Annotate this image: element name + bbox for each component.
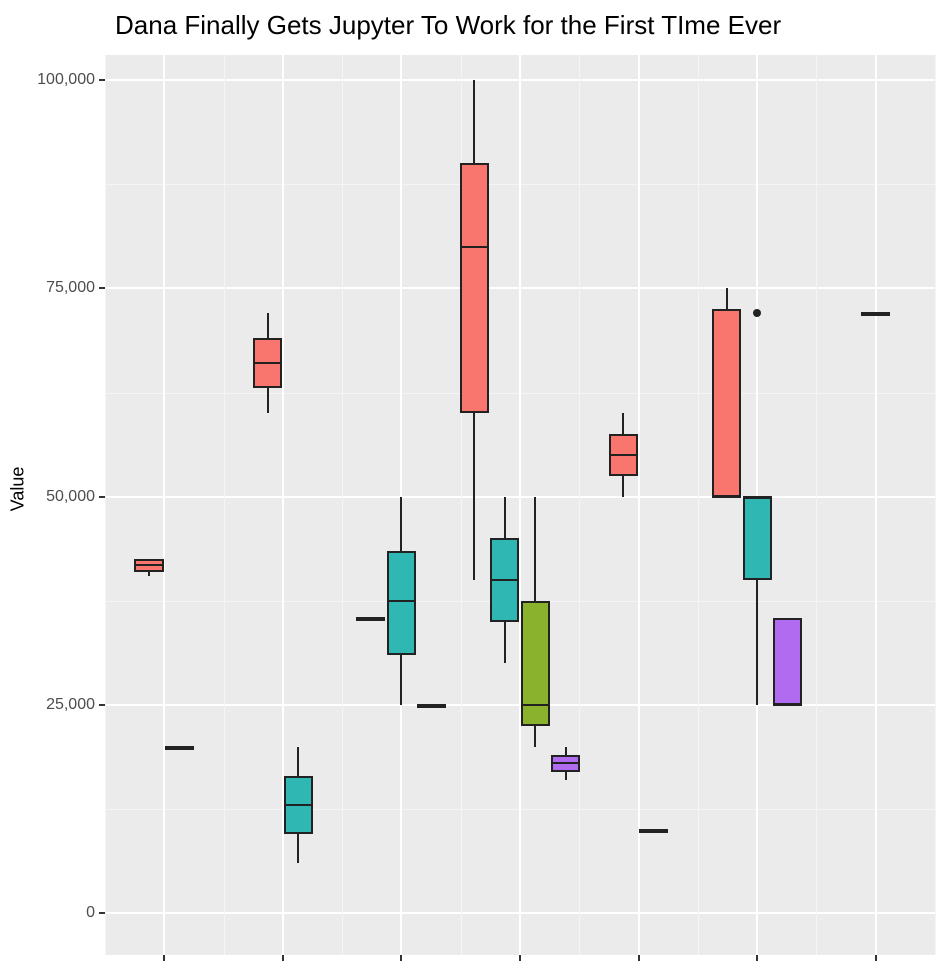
boxplot-box — [609, 55, 638, 955]
boxplot-box — [284, 55, 313, 955]
ytick-label: 25,000 — [46, 696, 105, 714]
vgridline-minor — [224, 55, 225, 955]
median-line — [253, 362, 282, 364]
boxplot-box — [417, 55, 446, 955]
median-line — [284, 804, 313, 806]
boxplot-box — [387, 55, 416, 955]
box-rect — [773, 618, 802, 706]
xtick-mark — [638, 955, 640, 961]
vgridline-minor — [816, 55, 817, 955]
boxplot-box — [253, 55, 282, 955]
xtick-mark — [282, 955, 284, 961]
vgridline-minor — [105, 55, 106, 955]
boxplot-box — [743, 55, 772, 955]
median-line — [609, 454, 638, 456]
boxplot-box — [639, 55, 668, 955]
vgridline-minor — [698, 55, 699, 955]
median-line — [460, 246, 489, 248]
box-rect — [387, 551, 416, 655]
median-line — [165, 746, 194, 748]
xtick-mark — [875, 955, 877, 961]
boxplot-box — [521, 55, 550, 955]
boxplot-box — [490, 55, 519, 955]
median-line — [639, 829, 668, 831]
y-axis-label: Value — [8, 466, 29, 511]
xtick-mark — [163, 955, 165, 961]
box-rect — [712, 309, 741, 497]
boxplot-box — [460, 55, 489, 955]
median-line — [743, 496, 772, 498]
median-line — [134, 564, 163, 566]
boxplot-box — [134, 55, 163, 955]
ytick-label: 100,000 — [37, 71, 105, 89]
median-line — [387, 600, 416, 602]
chart-container: Dana Finally Gets Jupyter To Work for th… — [0, 0, 945, 977]
xtick-mark — [519, 955, 521, 961]
outlier-point — [753, 309, 761, 317]
vgridline-minor — [935, 55, 936, 955]
median-line — [521, 704, 550, 706]
boxplot-box — [551, 55, 580, 955]
box-rect — [460, 163, 489, 413]
plot-area: 025,00050,00075,000100,000 — [105, 55, 935, 955]
boxplot-box — [773, 55, 802, 955]
box-rect — [743, 497, 772, 580]
chart-title: Dana Finally Gets Jupyter To Work for th… — [115, 10, 781, 41]
box-rect — [521, 601, 550, 726]
median-line — [356, 617, 385, 619]
boxplot-box — [861, 55, 890, 955]
vgridline-minor — [342, 55, 343, 955]
boxplot-box — [165, 55, 194, 955]
ytick-label: 50,000 — [46, 488, 105, 506]
median-line — [773, 704, 802, 706]
ytick-label: 75,000 — [46, 279, 105, 297]
median-line — [490, 579, 519, 581]
boxplot-box — [712, 55, 741, 955]
median-line — [861, 312, 890, 314]
median-line — [417, 704, 446, 706]
median-line — [712, 496, 741, 498]
xtick-mark — [400, 955, 402, 961]
xtick-mark — [756, 955, 758, 961]
median-line — [551, 762, 580, 764]
boxplot-box — [356, 55, 385, 955]
